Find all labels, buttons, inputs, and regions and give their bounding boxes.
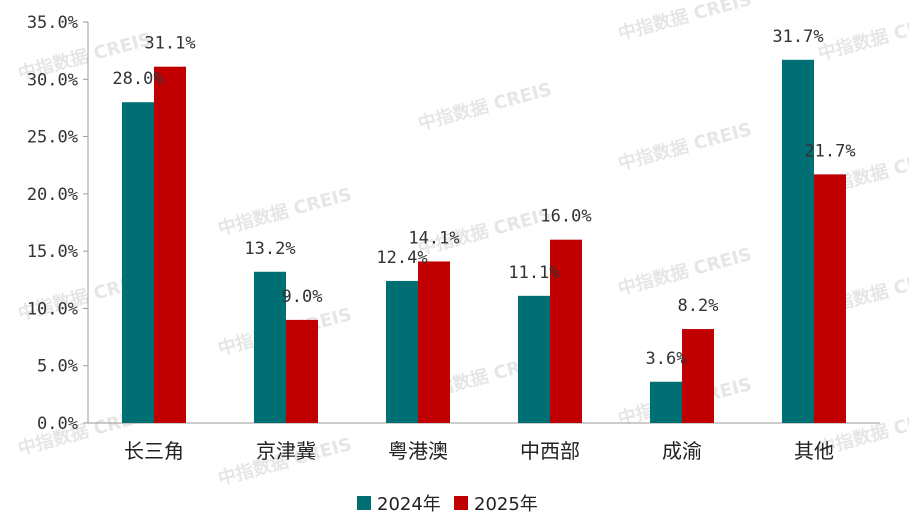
category-labels: 长三角 京津冀 粤港澳 中西部 成渝 其他 <box>124 439 834 463</box>
bar-series2 <box>418 261 450 423</box>
category-label: 长三角 <box>124 439 184 463</box>
y-tick-label: 15.0% <box>27 242 78 262</box>
bar-series1 <box>386 280 418 423</box>
data-label: 9.0% <box>282 287 323 307</box>
legend: 2024年 2025年 <box>357 494 538 515</box>
y-axis-ticks: 0.0% 5.0% 10.0% 15.0% 20.0% 25.0% 30.0% 35.0% <box>27 13 88 434</box>
category-label: 成渝 <box>662 439 702 463</box>
data-label: 3.6% <box>646 349 687 369</box>
watermark-text: 中指数据 CREIS <box>616 0 754 45</box>
y-tick-label: 30.0% <box>27 70 78 90</box>
data-label: 21.7% <box>804 141 855 161</box>
data-label: 31.1% <box>144 34 195 54</box>
watermark-text: 中指数据 CREIS <box>416 78 554 135</box>
bar-series1 <box>782 59 814 424</box>
y-tick-label: 35.0% <box>27 13 78 33</box>
category-label: 粤港澳 <box>388 439 448 463</box>
bar-series2 <box>154 66 186 423</box>
bar-series2 <box>682 329 714 423</box>
data-label: 8.2% <box>678 296 719 316</box>
watermark-text: 中指数据 CREIS <box>616 118 754 175</box>
watermark-text: 中指数据 CREIS <box>816 8 909 65</box>
legend-swatch <box>357 496 371 510</box>
legend-label: 2025年 <box>474 494 538 515</box>
bars <box>122 59 846 424</box>
category-label: 中西部 <box>520 439 580 463</box>
y-tick-label: 5.0% <box>37 357 78 377</box>
bar-series1 <box>122 102 154 423</box>
bar-series1 <box>650 381 682 423</box>
data-label: 16.0% <box>540 207 591 227</box>
bar-series1 <box>518 295 550 423</box>
watermark-text: 中指数据 CREIS <box>216 183 354 240</box>
legend-swatch <box>454 496 468 510</box>
legend-label: 2024年 <box>377 494 441 515</box>
y-tick-label: 25.0% <box>27 128 78 148</box>
bar-series1 <box>254 271 286 423</box>
data-labels: 28.0% 31.1% 13.2% 9.0% 12.4%14.1% 11.1% 16.0% 3… <box>112 27 855 369</box>
data-label: 14.1% <box>408 228 459 248</box>
bar-series2 <box>814 174 846 423</box>
data-label: 13.2% <box>244 239 295 259</box>
y-tick-label: 0.0% <box>37 414 78 434</box>
data-label: 28.0% <box>112 69 163 89</box>
data-label: 11.1% <box>508 263 559 283</box>
category-label: 其他 <box>794 439 834 463</box>
bar-series2 <box>550 239 582 423</box>
category-label: 京津冀 <box>256 439 316 463</box>
data-label: 31.7% <box>772 27 823 47</box>
bar-series2 <box>286 319 318 423</box>
y-tick-label: 10.0% <box>27 299 78 319</box>
y-tick-label: 20.0% <box>27 185 78 205</box>
watermark-text: 中指数据 CREIS <box>616 243 754 300</box>
data-label: 12.4% <box>376 248 427 268</box>
